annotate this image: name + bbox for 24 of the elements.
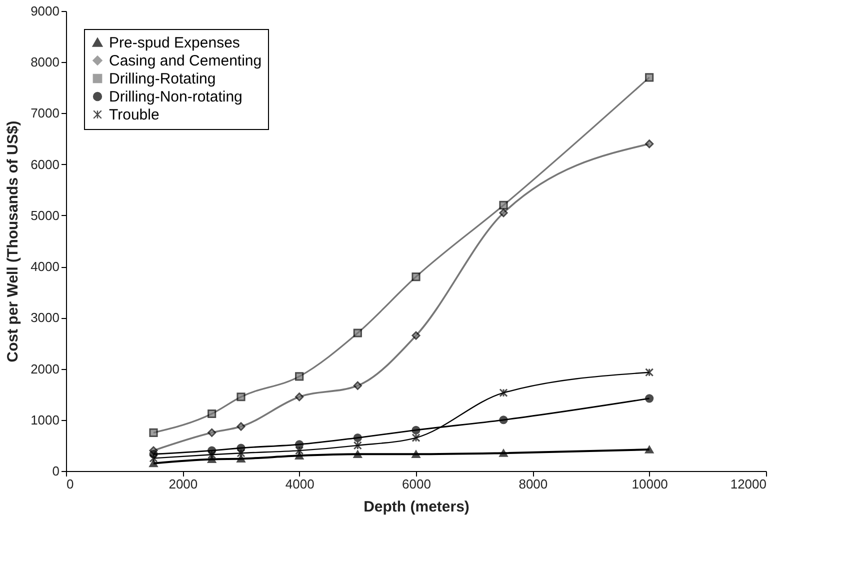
legend-label: Casing and Cementing <box>109 52 262 70</box>
y-tick-label: 6000 <box>30 156 60 172</box>
y-tick-label: 0 <box>52 464 60 478</box>
x-tick-label: 10000 <box>632 476 668 492</box>
y-tick-label: 3000 <box>30 310 60 326</box>
y-tick-label: 7000 <box>30 106 60 121</box>
y-tick-label: 8000 <box>30 54 60 70</box>
x-tick-label: 6000 <box>402 476 431 492</box>
y-tick-label: 2000 <box>30 361 60 376</box>
legend-label: Drilling-Rotating <box>109 70 216 88</box>
x-axis-title: Depth (meters) <box>364 498 470 516</box>
x-tick-label: 4000 <box>285 476 314 492</box>
legend-label: Pre-spud Expenses <box>109 34 240 52</box>
y-tick-label: 9000 <box>30 4 60 18</box>
legend-label: Drilling-Non-rotating <box>109 88 242 106</box>
y-axis-title: Cost per Well (Thousands of US$) <box>4 120 22 362</box>
x-tick-label: 8000 <box>518 476 548 492</box>
legend-label: Trouble <box>109 106 160 124</box>
y-tick-label: 1000 <box>30 412 60 428</box>
y-tick-label: 5000 <box>30 208 60 223</box>
x-tick-label: 0 <box>66 476 74 492</box>
x-tick-label: 2000 <box>168 476 198 492</box>
x-tick-label: 12000 <box>730 476 766 492</box>
y-tick-label: 4000 <box>30 259 60 274</box>
